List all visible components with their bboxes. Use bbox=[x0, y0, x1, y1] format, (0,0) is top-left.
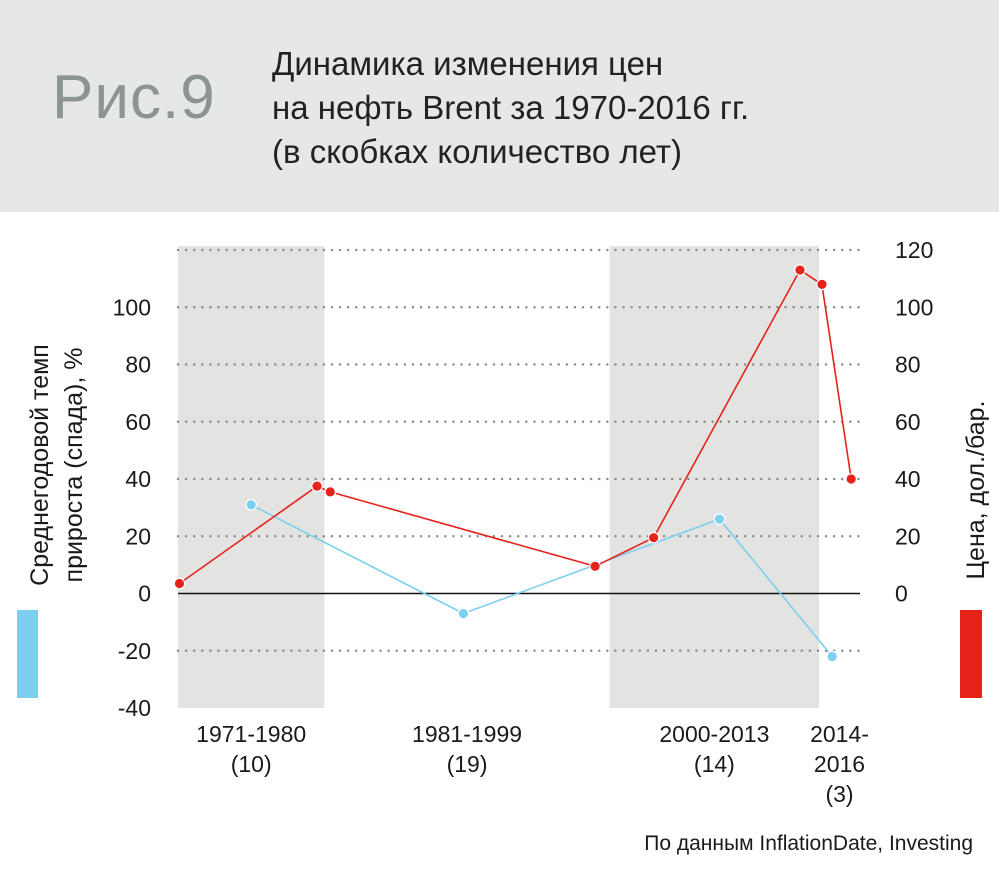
price-point bbox=[311, 480, 323, 492]
price-point bbox=[173, 577, 186, 590]
figure-label: Рис.9 bbox=[52, 63, 216, 132]
period-label-2: 2000-2013 (14) bbox=[659, 721, 769, 777]
left-tick-label: 80 bbox=[125, 352, 151, 378]
left-axis-title-line: прироста (спада), % bbox=[60, 348, 88, 583]
period-label-line: 2014- bbox=[810, 721, 869, 747]
price-point bbox=[647, 531, 660, 544]
source-note: По данным InflationDate, Investing bbox=[644, 832, 973, 855]
period-label-line: 1971-1980 bbox=[196, 721, 306, 747]
period-shade-0 bbox=[178, 246, 325, 708]
left-tick-label: -20 bbox=[118, 638, 151, 664]
left-tick-label: 20 bbox=[125, 523, 151, 549]
period-label-line: (14) bbox=[694, 751, 735, 777]
price-point bbox=[324, 486, 337, 498]
growth-point bbox=[713, 513, 726, 525]
left-tick-label: 100 bbox=[113, 294, 151, 320]
right-tick-label: 80 bbox=[895, 352, 921, 378]
price-point bbox=[794, 264, 806, 276]
period-label-line: (10) bbox=[231, 751, 272, 777]
growth-point bbox=[457, 607, 470, 620]
right-tick-label: 100 bbox=[895, 294, 933, 320]
period-label-3: 2014- 2016 (3) bbox=[810, 721, 869, 807]
right-tick-label: 0 bbox=[895, 581, 908, 607]
price-point bbox=[845, 473, 858, 485]
period-label-0: 1971-1980 (10) bbox=[196, 721, 306, 777]
oil-price-chart: -40 -20 0 20 40 60 80 100 0 20 40 60 80 100 120 Среднег… bbox=[17, 237, 990, 807]
right-axis-title: Цена, дол./бар. bbox=[962, 401, 990, 580]
period-label-line: 1981-1999 bbox=[412, 721, 522, 747]
chart-title: Динамика изменения цен на нефть Brent за… bbox=[272, 42, 972, 174]
price-point bbox=[816, 278, 828, 291]
left-axis-title-line: Среднегодовой темп bbox=[26, 344, 54, 586]
period-label-line: (19) bbox=[447, 751, 488, 777]
left-tick-label: -40 bbox=[118, 695, 151, 721]
period-label-line: (3) bbox=[825, 781, 853, 807]
period-shade-2 bbox=[609, 246, 820, 708]
right-tick-label: 60 bbox=[895, 409, 921, 435]
right-tick-label: 120 bbox=[895, 237, 933, 263]
chart-title-line-1: Динамика изменения цен bbox=[272, 45, 664, 82]
left-tick-label: 60 bbox=[125, 409, 151, 435]
right-axis-legend-swatch bbox=[960, 610, 982, 698]
growth-point bbox=[245, 498, 257, 511]
period-label-1: 1981-1999 (19) bbox=[412, 721, 522, 777]
right-tick-label: 40 bbox=[895, 466, 921, 492]
growth-point bbox=[826, 650, 838, 663]
chart-title-line-2: на нефть Brent за 1970-2016 гг. bbox=[272, 89, 750, 126]
left-tick-label: 40 bbox=[125, 466, 151, 492]
price-point bbox=[589, 560, 601, 573]
left-axis-title: Среднегодовой темп прироста (спада), % bbox=[26, 344, 88, 586]
header-banner: Рис.9 Динамика изменения цен на нефть Br… bbox=[0, 0, 999, 212]
right-tick-label: 20 bbox=[895, 523, 921, 549]
left-tick-label: 0 bbox=[138, 581, 151, 607]
left-axis-legend-swatch bbox=[17, 610, 38, 698]
period-label-line: 2000-2013 bbox=[659, 721, 769, 747]
period-label-line: 2016 bbox=[814, 751, 865, 777]
chart-title-line-3: (в скобках количество лет) bbox=[272, 133, 683, 170]
